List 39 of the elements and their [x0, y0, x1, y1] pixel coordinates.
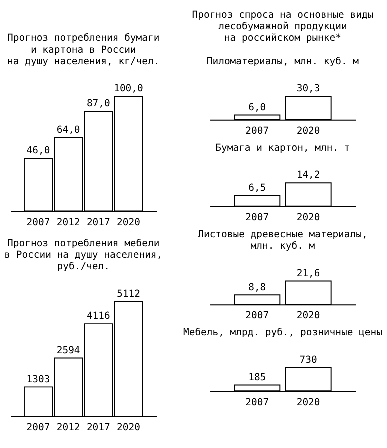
x-tick-label: 2020 — [296, 126, 320, 137]
data-label: 64,0 — [56, 124, 80, 136]
data-label: 730 — [300, 354, 318, 366]
x-tick-label: 2020 — [296, 397, 320, 408]
data-label: 14,2 — [296, 170, 320, 182]
data-label: 100,0 — [114, 84, 144, 95]
data-label: 46,0 — [26, 146, 50, 157]
data-label: 5112 — [117, 288, 141, 300]
chart-title: Прогноз спроса на основные виды лесобумажной продукции на российском рынке* — [192, 10, 374, 44]
data-label: 8,8 — [248, 282, 266, 294]
x-tick-label: 2017 — [86, 422, 111, 434]
data-label: 87,0 — [86, 98, 111, 110]
x-tick-label: 2007 — [246, 126, 270, 137]
data-label: 30,3 — [296, 84, 320, 95]
chart-title: Мебель, млрд. руб., розничные цены — [183, 328, 383, 339]
x-tick-label: 2020 — [117, 422, 141, 434]
chart-title: Бумага и картон, млн. т — [216, 142, 350, 154]
data-label: 21,6 — [296, 268, 320, 280]
data-label: 6,0 — [248, 102, 266, 114]
data-label: 6,5 — [248, 182, 266, 194]
x-tick-label: 2007 — [246, 310, 270, 322]
data-label: 1303 — [26, 374, 50, 386]
data-label: 2594 — [56, 345, 80, 356]
x-tick-label: 2007 — [26, 217, 50, 228]
x-tick-label: 2020 — [296, 212, 320, 224]
x-tick-label: 2007 — [26, 422, 50, 434]
x-tick-label: 2017 — [86, 217, 111, 228]
chart-title: Прогноз потребления бумаги и картона в России на душу населения, кг/чел. — [8, 33, 160, 68]
x-tick-label: 2012 — [56, 217, 80, 228]
chart-title: Прогноз потребления мебели в России на душу населения, руб./чел. — [4, 238, 163, 273]
x-tick-label: 2007 — [246, 397, 270, 408]
x-tick-label: 2020 — [117, 217, 141, 228]
chart-title: Листовые древесные материалы, млн. куб. м — [198, 230, 368, 252]
data-label: 4116 — [86, 311, 111, 322]
chart-subtitle: Пиломатериалы, млн. куб. м — [206, 56, 360, 68]
data-label: 185 — [248, 372, 266, 384]
x-tick-label: 2020 — [296, 310, 320, 322]
x-tick-label: 2012 — [56, 422, 80, 434]
x-tick-label: 2007 — [246, 212, 270, 224]
